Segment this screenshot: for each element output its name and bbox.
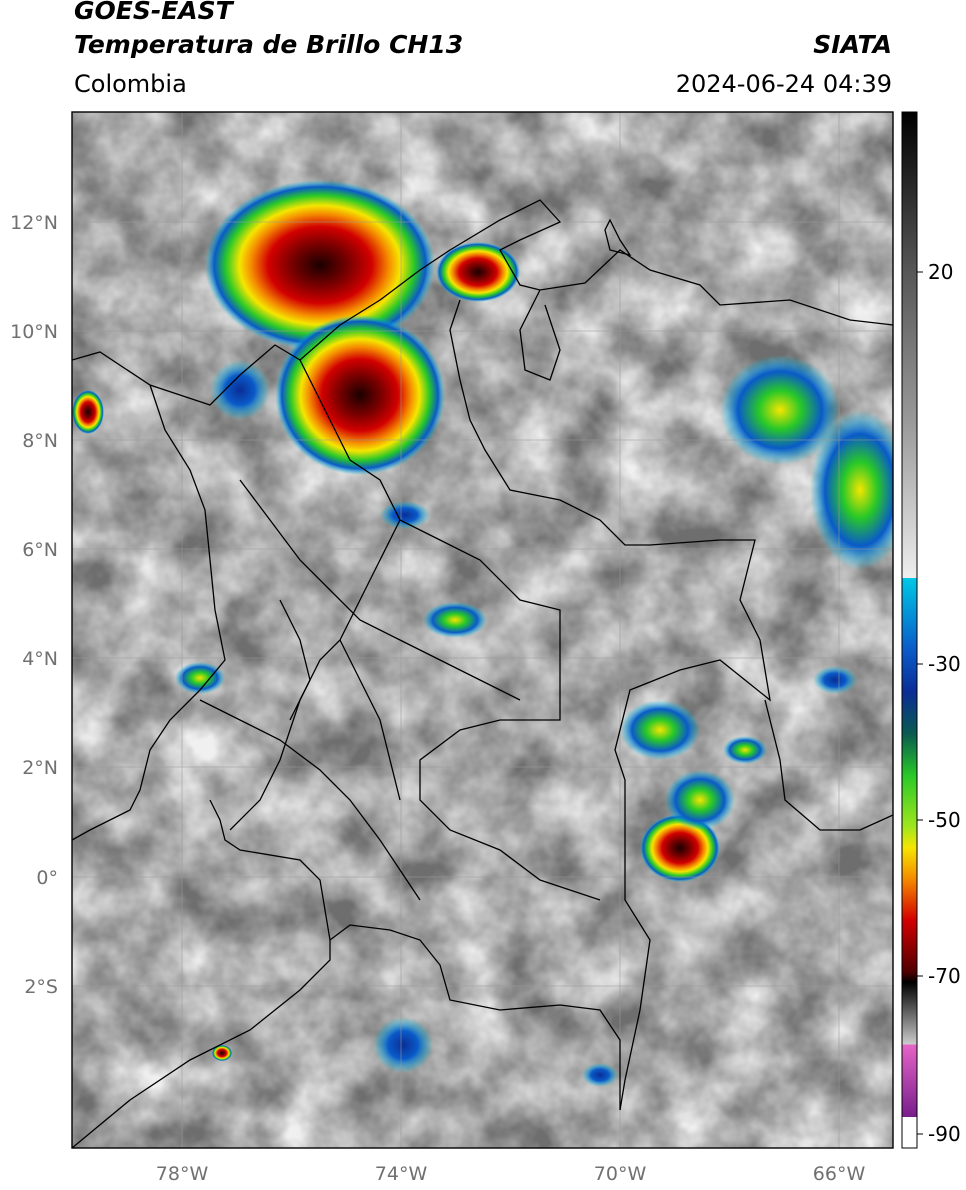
lon-label: 70°W [594, 1163, 647, 1185]
borders [72, 199, 893, 1148]
timestamp: 2024-06-24 04:39 [675, 70, 892, 98]
lat-label: 10°N [10, 321, 58, 343]
lon-labels: 78°W 74°W 70°W 66°W [156, 1163, 866, 1185]
agency-label: SIATA [813, 30, 892, 59]
lat-label: 4°N [22, 648, 58, 670]
colorbar-scale [901, 111, 918, 1149]
region-label: Colombia [74, 70, 187, 98]
map-subtitle: Temperatura de Brillo CH13 [74, 30, 464, 59]
lat-label: 8°N [22, 430, 58, 452]
colorbar-tick: -90 [928, 1122, 961, 1146]
colorbar: 20 -30 -50 -70 -90 [901, 111, 961, 1149]
lon-label: 78°W [156, 1163, 209, 1185]
graticule [72, 112, 893, 1148]
lat-label: 0° [36, 867, 58, 889]
lat-labels: 12°N 10°N 8°N 6°N 4°N 2°N 0° 2°S [10, 212, 58, 998]
lat-label: 2°N [22, 757, 58, 779]
lat-label: 6°N [22, 539, 58, 561]
lat-label: 2°S [24, 976, 58, 998]
colorbar-tick: -50 [928, 808, 961, 832]
lat-label: 12°N [10, 212, 58, 234]
colorbar-tick: -70 [928, 964, 961, 988]
map-title: GOES-EAST [74, 0, 233, 25]
map-frame [71, 111, 894, 1149]
lon-label: 74°W [375, 1163, 428, 1185]
colorbar-tick: 20 [928, 260, 953, 284]
imagery [72, 112, 893, 1148]
lon-label: 66°W [813, 1163, 866, 1185]
colorbar-tick: -30 [928, 652, 961, 676]
